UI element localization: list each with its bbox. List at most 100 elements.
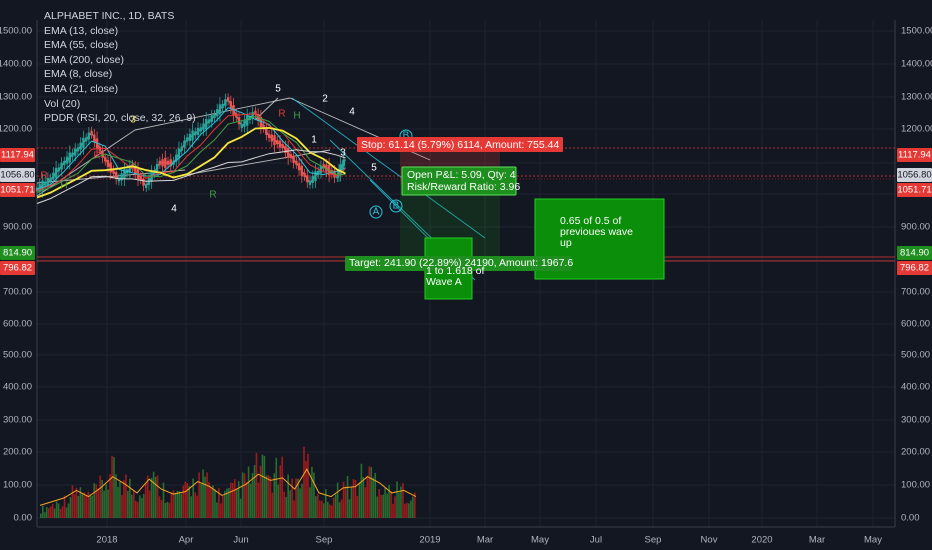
volume-bar <box>263 455 266 518</box>
candle-body <box>308 180 312 185</box>
volume-bar <box>364 487 367 518</box>
volume-bar <box>115 474 117 518</box>
legend-ema-13[interactable]: EMA (13, close) <box>44 24 119 37</box>
volume-bar <box>334 494 337 518</box>
candle-body <box>316 170 320 175</box>
volume-bar <box>321 500 323 518</box>
candle-body <box>221 104 224 109</box>
y-axis-right: 1500.00 1400.00 1300.00 1200.00 900.00 700.00… <box>897 26 932 524</box>
candle-body <box>175 154 178 162</box>
volume-bar <box>406 502 408 518</box>
pnl-label-1: Open P&L: 5.09, Qty: 4 <box>407 169 516 181</box>
volume-bar <box>99 475 101 518</box>
volume-bar <box>330 505 333 518</box>
volume-bar <box>287 474 289 518</box>
volume-bar <box>152 471 155 518</box>
legend-title[interactable]: ALPHABET INC., 1D, BATS <box>44 10 175 22</box>
volume-bar <box>400 486 402 518</box>
candle-body <box>297 163 301 171</box>
volume-bar <box>374 472 377 518</box>
volume-bar <box>228 487 230 518</box>
wave-label: 4 <box>171 204 177 215</box>
candle-body <box>35 187 39 192</box>
legend-ema-200[interactable]: EMA (200, close) <box>44 53 124 66</box>
volume-bar <box>402 482 404 518</box>
volume-bar <box>103 490 105 518</box>
candle-body <box>237 117 241 125</box>
volume-bar <box>356 495 359 518</box>
wave-label: 4 <box>349 107 355 118</box>
candle-body <box>65 156 69 164</box>
candle-body <box>74 148 77 156</box>
trend-line <box>134 97 291 131</box>
legend-ema-21[interactable]: EMA (21, close) <box>44 82 119 95</box>
legend-ema-8[interactable]: EMA (8, close) <box>44 68 113 81</box>
volume-bar <box>220 503 222 518</box>
candle-body <box>177 148 181 159</box>
wave-label: 3 <box>130 115 136 126</box>
volume-bar <box>51 503 54 518</box>
volume-bar <box>144 483 147 518</box>
volume-bar <box>111 455 113 518</box>
candle-body <box>229 101 233 109</box>
volume-bar <box>194 492 196 518</box>
volume-bar <box>138 495 141 518</box>
y-tick-label-right: 1400.00 <box>901 59 932 70</box>
price-tag-left <box>0 183 35 197</box>
price-tag-right <box>897 246 932 260</box>
chart-legend: ALPHABET INC., 1D, BATS EMA (13, close) … <box>44 9 196 126</box>
volume-bar <box>81 493 84 518</box>
x-tick-label: 2018 <box>96 535 117 546</box>
volume-bar <box>366 475 369 518</box>
volume-bar <box>269 476 272 518</box>
volume-bar <box>170 492 173 518</box>
volume-bar <box>196 495 198 518</box>
volume-bar <box>249 483 252 518</box>
volume-bar <box>134 500 137 518</box>
wave-label: 3 <box>340 148 346 159</box>
legend-pddr[interactable]: PDDR (RSI, 20, close, 32, 26, 9) <box>44 112 196 125</box>
y-tick-label-left: 300.00 <box>3 415 32 426</box>
x-tick-label: Mar <box>809 535 825 546</box>
volume-bar <box>180 493 183 518</box>
volume-bar <box>162 482 165 518</box>
candle-body <box>183 140 186 148</box>
volume-bar <box>129 478 131 518</box>
candle-body <box>300 165 304 176</box>
volume-bar <box>245 482 248 518</box>
candle-body <box>289 154 293 159</box>
volume-bar <box>340 499 343 518</box>
candle-body <box>226 97 230 102</box>
legend-volume[interactable]: Vol (20) <box>44 97 81 110</box>
candle-body <box>342 159 346 167</box>
volume-bar <box>279 465 282 518</box>
candle-body <box>202 123 205 131</box>
candle-body <box>87 132 91 140</box>
y-tick-label-right: 200.00 <box>901 447 930 458</box>
candle-body <box>104 157 107 162</box>
y-tick-label-left: 200.00 <box>3 447 32 458</box>
y-tick-label-right: 0.00 <box>901 513 920 524</box>
target-label-box <box>345 256 571 271</box>
volume-bar <box>216 502 218 518</box>
price-tag-left <box>0 246 35 260</box>
volume-bar <box>283 491 286 518</box>
legend-ema-55[interactable]: EMA (55, close) <box>44 39 119 52</box>
volume-bar <box>291 478 293 518</box>
y-tick-label-right: 500.00 <box>901 350 930 361</box>
price-tag-right <box>897 261 932 275</box>
y-tick-label-right: 900.00 <box>901 222 930 233</box>
volume-bar <box>45 507 48 518</box>
grid <box>36 20 896 528</box>
y-tick-label-left: 500.00 <box>3 350 32 361</box>
volume-bar <box>192 478 194 518</box>
volume-bar <box>354 479 357 518</box>
volume-bar <box>289 490 291 518</box>
volume-bar <box>297 478 299 518</box>
volume-bar <box>200 483 202 518</box>
price-tag-left-text: 1117.94 <box>1 150 34 161</box>
volume-bar <box>303 446 305 518</box>
volume-bar <box>40 513 42 518</box>
volume-bar <box>142 494 145 518</box>
